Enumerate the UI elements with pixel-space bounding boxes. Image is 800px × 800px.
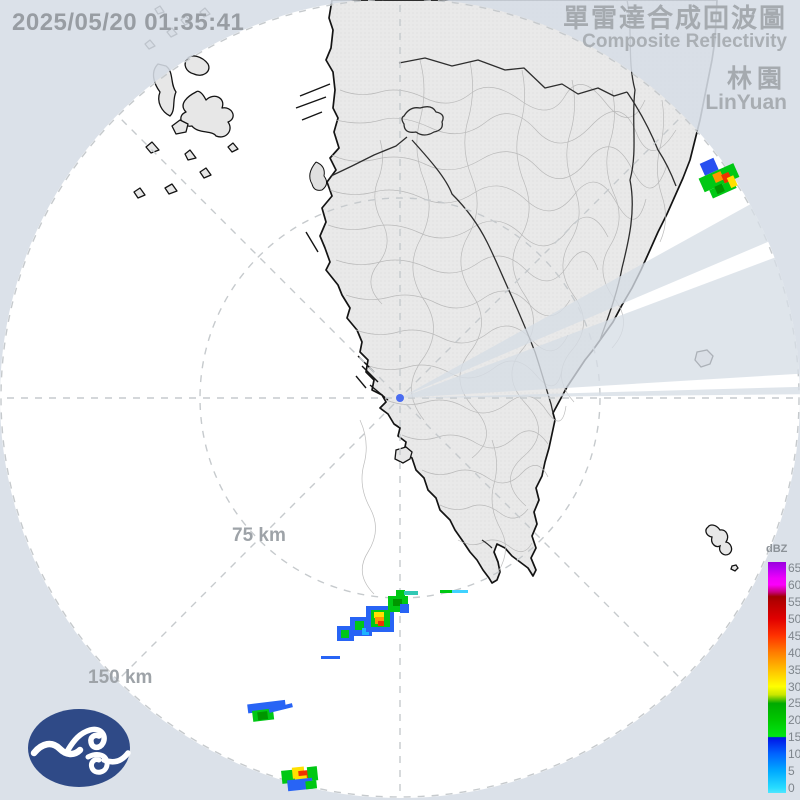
south-dash-echo [268, 703, 293, 713]
colorbar-tick-30: 30 [788, 679, 800, 694]
colorbar-tick-50: 50 [788, 611, 800, 626]
liuqiu-island [394, 446, 413, 464]
colorbar-tick-0: 0 [788, 781, 795, 796]
taiwan-landmass [295, 0, 718, 595]
colorbar-tick-45: 45 [788, 628, 800, 643]
station-name-en: LinYuan [705, 91, 787, 115]
colorbar-tick-10: 10 [788, 747, 800, 762]
colorbar-tick-25: 25 [788, 696, 800, 711]
colorbar-tick-60: 60 [788, 577, 800, 592]
timestamp: 2025/05/20 01:35:41 [12, 9, 245, 36]
south-pair-echo [247, 699, 286, 722]
product-title-zh: 單雷達合成回波圖 [562, 3, 787, 33]
beam-blockage-sectors [400, 190, 800, 398]
colorbar-tick-5: 5 [788, 764, 795, 779]
radar-echoes [247, 157, 740, 792]
coastal-details [295, 83, 389, 401]
range-label-150km: 150 km [88, 667, 153, 688]
title-block: 單雷達合成回波圖 Composite Reflectivity 林園 LinYu… [562, 3, 787, 115]
lanyu-island [705, 524, 733, 556]
range-label-75km: 75 km [232, 525, 286, 546]
cwb-logo-icon [28, 709, 131, 787]
far-south-cluster [281, 766, 319, 792]
taiwan-coastline [319, 0, 718, 584]
product-title-en: Composite Reflectivity [582, 31, 787, 53]
reflectivity-colorbar [768, 562, 786, 793]
colorbar-tick-55: 55 [788, 594, 800, 609]
colorbar-tick-35: 35 [788, 662, 800, 677]
northeast-echo [698, 157, 740, 199]
radar-station-marker [396, 394, 404, 402]
colorbar-tick-20: 20 [788, 713, 800, 728]
colorbar-tick-40: 40 [788, 645, 800, 660]
colorbar-tick-65: 65 [788, 561, 800, 575]
offshore-islands [394, 349, 739, 572]
station-name-zh: 林園 [726, 65, 787, 94]
southwest-cluster [321, 590, 468, 659]
colorbar-unit-label: dBZ [766, 543, 788, 555]
colorbar-tick-15: 15 [788, 730, 800, 745]
